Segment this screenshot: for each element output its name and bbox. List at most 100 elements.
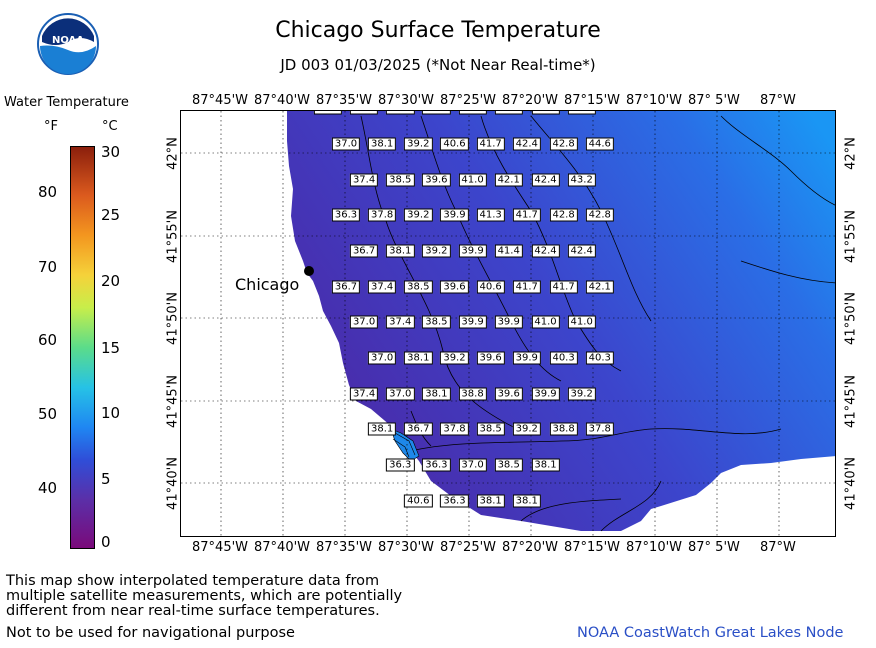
- temperature-value: 42.1: [494, 173, 523, 187]
- navigation-warning: Not to be used for navigational purpose: [6, 625, 295, 641]
- temperature-value: 42.1: [585, 280, 614, 294]
- c-tick: 10: [101, 404, 121, 422]
- lat-label-left: 41°40'N: [165, 457, 181, 510]
- temperature-value: 38.1: [422, 387, 451, 401]
- lon-label-bottom: 87°10'W: [626, 540, 683, 555]
- temperature-value: 39.6: [476, 351, 505, 365]
- contour-line: [520, 498, 622, 522]
- map-frame: Chicago 37.0 37.4 38.8 39.9 41.7 42.1 42.4 44.2…: [180, 110, 836, 537]
- lat-label-right: 41°50'N: [843, 292, 859, 345]
- temperature-value: 37.8: [440, 422, 469, 436]
- lat-label-left: 41°55'N: [165, 210, 181, 263]
- disclaimer-note: This map show interpolated temperature d…: [6, 574, 402, 619]
- lon-label-top: 87°15'W: [564, 93, 621, 108]
- temperature-value: 38.5: [494, 458, 523, 472]
- temperature-value: 38.1: [404, 351, 433, 365]
- nearshore-warm-patch: [390, 428, 420, 462]
- temperature-value: 38.1: [368, 137, 397, 151]
- temperature-value: 38.5: [422, 315, 451, 329]
- lon-label-top: 87°10'W: [626, 93, 683, 108]
- f-tick: 70: [38, 258, 58, 276]
- temperature-value: 42.8: [549, 208, 578, 222]
- temperature-value: 37.0: [458, 458, 487, 472]
- temperature-value: 38.1: [368, 422, 397, 436]
- lon-label-bottom: 87°15'W: [564, 540, 621, 555]
- temperature-value: 40.6: [404, 494, 433, 508]
- lon-label-top: 87°40'W: [254, 93, 311, 108]
- disclaimer-line: multiple satellite measurements, which a…: [6, 588, 403, 604]
- temperature-value: 36.3: [331, 208, 361, 222]
- contour-line: [394, 432, 416, 456]
- lon-label-bottom: 87°25'W: [440, 540, 497, 555]
- temperature-value: 37.0: [313, 111, 343, 115]
- lat-label-right: 41°40'N: [843, 457, 859, 510]
- temperature-value: 38.5: [476, 422, 505, 436]
- noaa-logo-icon: NOAA: [37, 13, 99, 75]
- lon-label-top: 87° 5'W: [688, 93, 740, 108]
- lon-label-top: 87°30'W: [378, 93, 435, 108]
- contour-line: [410, 428, 782, 452]
- temperature-value: 40.3: [549, 351, 578, 365]
- disclaimer-line: different from near real-time surface te…: [6, 603, 380, 619]
- lon-label-top: 87°20'W: [502, 93, 559, 108]
- temperature-value: 41.4: [494, 244, 523, 258]
- lon-label-bottom: 87°40'W: [254, 540, 311, 555]
- unit-fahrenheit: °F: [44, 119, 58, 134]
- temperature-value: 36.3: [386, 458, 415, 472]
- contour-line: [740, 260, 835, 284]
- temperature-value: 37.0: [331, 137, 361, 151]
- temperature-value: 39.9: [531, 387, 560, 401]
- lon-label-top: 87°45'W: [192, 93, 249, 108]
- temperature-value: 36.7: [404, 422, 433, 436]
- temperature-value: 39.9: [458, 244, 487, 258]
- temperature-value: 41.7: [476, 137, 505, 151]
- lon-label-bottom: 87°W: [760, 540, 796, 555]
- lat-label-left: 41°50'N: [165, 292, 181, 345]
- temperature-value: 37.4: [349, 387, 379, 401]
- credit-line: NOAA CoastWatch Great Lakes Node: [577, 625, 844, 641]
- temperature-value: 41.0: [567, 315, 596, 329]
- lon-label-bottom: 87°30'W: [378, 540, 435, 555]
- lon-label-top: 87°25'W: [440, 93, 497, 108]
- temperature-value: 36.3: [440, 494, 469, 508]
- lat-label-right: 41°45'N: [843, 375, 859, 428]
- temperature-value: 36.7: [331, 280, 361, 294]
- temperature-value: 42.4: [567, 244, 596, 258]
- temperature-value: 37.4: [368, 280, 397, 294]
- temperature-value: 42.4: [531, 244, 560, 258]
- temperature-value: 39.9: [440, 208, 469, 222]
- lon-label-bottom: 87°45'W: [192, 540, 249, 555]
- contour-line: [720, 115, 835, 206]
- temperature-value: 39.2: [567, 387, 596, 401]
- temperature-value: 39.6: [440, 280, 469, 294]
- temperature-value: 42.4: [531, 111, 560, 115]
- temperature-value: 42.4: [531, 173, 560, 187]
- temperature-value: 38.5: [404, 280, 433, 294]
- temperature-value: 41.0: [458, 173, 487, 187]
- temperature-value: 37.8: [368, 208, 397, 222]
- temperature-value: 38.1: [512, 494, 541, 508]
- temperature-value: 39.2: [512, 422, 541, 436]
- city-label: Chicago: [235, 275, 300, 294]
- temperature-value: 38.1: [476, 494, 505, 508]
- temperature-value: 39.2: [422, 244, 451, 258]
- lon-label-bottom: 87°20'W: [502, 540, 559, 555]
- temperature-value: 36.7: [349, 244, 379, 258]
- temperature-value: 38.8: [386, 111, 415, 115]
- temperature-value: 39.9: [422, 111, 451, 115]
- temperature-value: 41.0: [531, 315, 560, 329]
- temperature-value: 39.2: [404, 208, 433, 222]
- temperature-value: 36.3: [422, 458, 451, 472]
- temperature-value: 38.1: [531, 458, 560, 472]
- f-tick: 60: [38, 331, 58, 349]
- temperature-value: 38.8: [549, 422, 578, 436]
- temperature-value: 38.5: [386, 173, 415, 187]
- temperature-value: 43.2: [567, 173, 596, 187]
- f-tick: 80: [38, 183, 58, 201]
- map-title: Chicago Surface Temperature: [275, 18, 601, 43]
- contour-line: [480, 115, 622, 372]
- c-tick: 30: [101, 143, 121, 161]
- temperature-value: 40.6: [440, 137, 469, 151]
- temperature-value: 38.1: [386, 244, 415, 258]
- temperature-value: 40.6: [476, 280, 505, 294]
